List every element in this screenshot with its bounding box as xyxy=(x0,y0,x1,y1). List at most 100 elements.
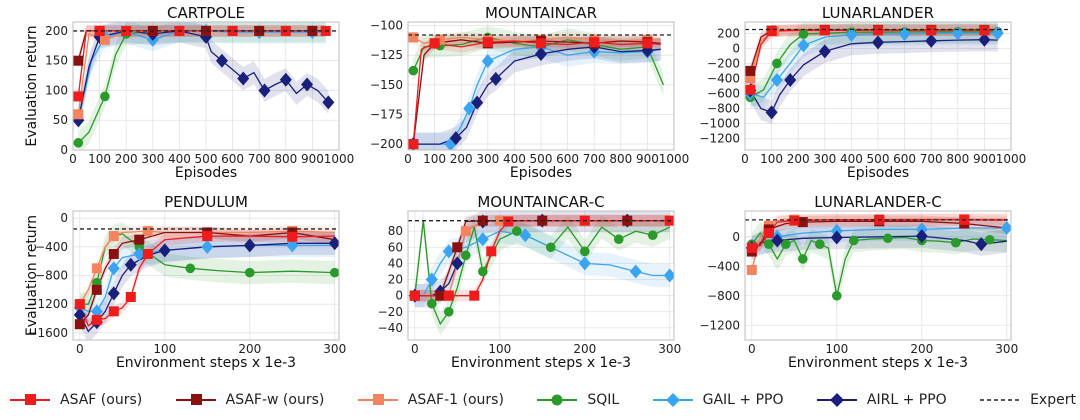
y-tick-label: 0 xyxy=(395,289,403,303)
marker-gail xyxy=(481,54,494,69)
y-tick-label: −800 xyxy=(35,269,68,283)
marker-asaf xyxy=(766,26,777,37)
plot-frame xyxy=(407,210,675,341)
series-group xyxy=(745,213,1011,308)
marker-sqil xyxy=(329,267,339,278)
y-tick-label: −200 xyxy=(370,137,403,151)
marker-asaf xyxy=(408,139,419,150)
marker-airl xyxy=(107,286,120,301)
x-tick-label: 300 xyxy=(476,152,499,166)
x-axis-label: Environment steps x 1e-3 xyxy=(116,355,296,371)
marker-gail xyxy=(898,27,911,42)
marker-asaf xyxy=(142,249,153,259)
series-group xyxy=(408,25,664,150)
y-tick-label: 100 xyxy=(45,83,68,97)
x-tick-label: 1000 xyxy=(659,152,690,166)
marker-asaf xyxy=(469,290,480,301)
marker-asafw xyxy=(108,249,119,259)
x-tick-label: 300 xyxy=(323,342,346,356)
x-tick-label: 800 xyxy=(609,152,632,166)
marker-gail xyxy=(444,137,457,150)
marker-airl xyxy=(925,33,938,48)
plot-frame xyxy=(407,21,675,151)
panel-title: PENDULUM xyxy=(164,193,248,211)
band-airl xyxy=(750,28,998,124)
band-asafw xyxy=(751,215,1007,258)
marker-asaf xyxy=(789,215,800,226)
x-tick-label: 100 xyxy=(153,342,176,356)
x-tick-label: 800 xyxy=(946,152,969,166)
legend-item-airl: AIRL + PPO xyxy=(815,392,947,408)
panel-mountaincar: 0 100 200 300 400 500 600 700 800 900 1000 −200 −175… xyxy=(370,4,689,181)
panel-title: MOUNTAINCAR xyxy=(485,4,597,22)
y-tick-label: 0 xyxy=(732,230,740,244)
band-sqil xyxy=(414,211,670,336)
y-tick-label: −400 xyxy=(35,240,68,254)
marker-asaf xyxy=(227,25,238,36)
marker-sqil xyxy=(950,237,961,248)
marker-asaf xyxy=(409,290,420,301)
marker-asaf1 xyxy=(434,34,445,45)
marker-asafw xyxy=(452,242,463,253)
x-tick-label: 0 xyxy=(411,342,419,356)
x-tick-label: 600 xyxy=(893,152,916,166)
marker-asaf xyxy=(443,290,454,301)
legend-label-asaf: ASAF (ours) xyxy=(60,392,143,408)
y-tick-label: −800 xyxy=(707,289,740,303)
x-axis-label: Episodes xyxy=(175,165,237,181)
marker-asaf1 xyxy=(745,73,756,84)
marker-asaf xyxy=(94,25,105,36)
legend-swatch-sqil xyxy=(537,394,578,406)
x-tick-label: 0 xyxy=(748,342,756,356)
line-sqil xyxy=(751,232,1007,296)
marker-sqil xyxy=(73,138,84,148)
marker-asaf xyxy=(121,25,132,36)
x-tick-label: 200 xyxy=(238,342,261,356)
legend-item-expert: Expert xyxy=(978,392,1076,408)
plot-area xyxy=(745,211,1011,340)
x-tick-label: 200 xyxy=(573,342,596,356)
x-tick-label: 900 xyxy=(973,152,996,166)
y-tick-label: −400 xyxy=(707,71,740,85)
x-tick-label: 400 xyxy=(503,152,526,166)
marker-gail xyxy=(578,256,591,271)
marker-gail xyxy=(286,238,299,253)
marker-sqil xyxy=(443,306,454,317)
marker-airl xyxy=(489,71,502,86)
marker-asaf xyxy=(642,38,653,49)
marker-asaf xyxy=(536,38,546,49)
marker-sqil xyxy=(780,239,791,249)
marker-asaf1 xyxy=(408,32,419,43)
y-tick-label: −1200 xyxy=(699,318,740,332)
y-tick-label: −400 xyxy=(707,259,740,273)
y-tick-label: 150 xyxy=(45,54,68,68)
marker-sqil xyxy=(797,254,808,264)
y-tick-label: 20 xyxy=(388,273,403,287)
x-axis-label: Environment steps x 1e-3 xyxy=(451,355,631,371)
x-tick-label: 100 xyxy=(825,342,848,356)
band-airl xyxy=(751,224,1007,260)
y-tick-label: −175 xyxy=(370,107,403,121)
y-axis-label: Evaluation return xyxy=(24,215,40,336)
legend: ASAF (ours) ASAF-w (ours) ASAF-1 (ours) … xyxy=(8,388,1076,412)
panel-lunarlander: 0 100 200 300 400 500 600 700 800 900 1000−1200−10… xyxy=(699,4,1026,181)
y-tick-label: −125 xyxy=(370,48,403,62)
marker-asaf xyxy=(91,314,102,325)
x-axis-label: Episodes xyxy=(510,165,572,181)
legend-item-asafw: ASAF-w (ours) xyxy=(174,392,324,408)
panel-cartpole: 0 100 200 300 400 500 600 700 800 900 100005010015… xyxy=(24,4,354,181)
y-tick-label: −1600 xyxy=(27,326,68,340)
x-tick-label: 1000 xyxy=(996,152,1027,166)
legend-label-expert: Expert xyxy=(1030,392,1076,408)
marker-sqil xyxy=(848,235,859,246)
legend-label-sqil: SQIL xyxy=(587,392,620,408)
x-tick-label: 0 xyxy=(76,342,84,356)
marker-asafw xyxy=(254,25,265,36)
x-tick-label: 100 xyxy=(488,342,511,356)
marker-sqil xyxy=(814,239,825,249)
marker-asaf xyxy=(74,299,85,310)
legend-swatch-expert xyxy=(980,399,1021,401)
x-tick-label: 1000 xyxy=(324,152,355,166)
y-tick-label: 80 xyxy=(388,224,403,238)
marker-asaf1 xyxy=(91,263,102,274)
